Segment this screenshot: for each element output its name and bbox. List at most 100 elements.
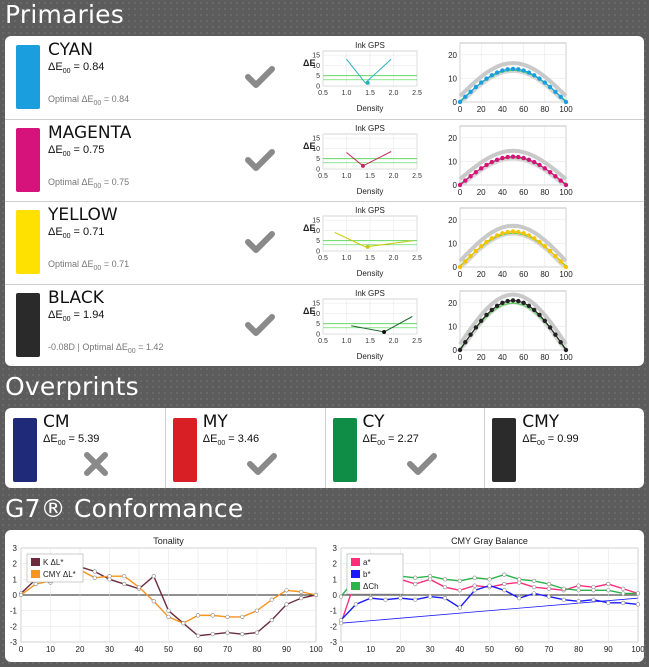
profile-x-tick: 80 <box>540 270 549 279</box>
gps-x-tick: 1.0 <box>342 173 352 180</box>
gps-x-tick: 1.5 <box>365 173 375 180</box>
x-tick: 20 <box>396 645 405 654</box>
series-point <box>561 597 566 602</box>
primary-row-black: BLACK ΔE00 = 1.94 -0.08D | Optimal ΔE00 = … <box>5 283 644 367</box>
gps-y-label: ΔE <box>303 141 315 151</box>
gps-x-label: Density <box>357 269 384 278</box>
ink-name: MAGENTA <box>48 122 132 143</box>
series-point <box>195 633 201 638</box>
x-tick: 40 <box>135 645 144 654</box>
profile-data-point <box>510 153 516 159</box>
series-point <box>442 596 448 601</box>
gps-title: Ink GPS <box>355 124 385 133</box>
checkmark-icon <box>245 148 275 171</box>
profile-x-tick: 40 <box>498 353 507 362</box>
chart-title: CMY Gray Balance <box>451 536 528 546</box>
profile-y-tick: 0 <box>453 346 458 355</box>
profile-data-point <box>479 243 484 249</box>
color-swatch <box>492 418 517 482</box>
profile-data-point <box>563 347 569 352</box>
gps-x-label: Density <box>357 104 384 113</box>
x-tick: 60 <box>194 645 203 654</box>
profile-data-point <box>457 182 463 187</box>
gps-curve <box>334 232 413 248</box>
profile-y-tick: 10 <box>448 322 457 331</box>
gps-x-tick: 1.0 <box>342 90 352 97</box>
primary-row-yellow: YELLOW ΔE00 = 0.71 Optimal ΔE00 = 0.71 Ink … <box>5 201 644 284</box>
profile-y-tick: 0 <box>453 263 458 272</box>
series-point <box>413 597 418 602</box>
gps-title: Ink GPS <box>355 289 385 298</box>
profile-data-point <box>510 229 516 234</box>
profile-data-point <box>505 298 510 303</box>
gps-x-tick: 0.5 <box>318 255 328 262</box>
profile-data-point <box>563 99 569 105</box>
gps-x-tick: 2.5 <box>412 255 422 262</box>
gps-y-tick: 5 <box>316 321 320 328</box>
series-point <box>428 594 433 599</box>
x-tick: 90 <box>604 645 613 654</box>
gps-optimal-point <box>365 244 370 249</box>
optimal-delta-e: -0.08D | Optimal ΔE00 = 1.42 <box>48 341 164 355</box>
gps-x-tick: 1.0 <box>342 255 352 262</box>
gps-y-tick: 5 <box>316 238 320 245</box>
primaries-title: Primaries <box>5 0 124 29</box>
profile-x-tick: 0 <box>458 270 463 279</box>
profile-data-point <box>526 70 532 75</box>
profile-data-point <box>457 347 463 352</box>
profile-spread-band <box>458 61 568 98</box>
gps-optimal-point <box>382 329 387 334</box>
legend-label: a* <box>363 558 371 567</box>
y-tick: -3 <box>10 638 18 647</box>
legend-label: K ΔL* <box>43 558 63 567</box>
profile-x-tick: 20 <box>477 270 486 279</box>
profile-data-point <box>547 169 553 174</box>
gps-x-tick: 2.5 <box>412 173 422 180</box>
profile-data-point <box>500 155 505 160</box>
profile-data-point <box>542 318 547 323</box>
profile-data-point <box>537 162 542 167</box>
optimal-delta-e: Optimal ΔE00 = 0.84 <box>48 94 130 107</box>
color-swatch <box>13 418 37 482</box>
color-swatch <box>16 45 40 109</box>
cell-divider <box>324 408 326 488</box>
checkmark-path <box>245 66 275 88</box>
gps-optimal-point <box>360 163 365 168</box>
profile-data-point <box>516 67 521 72</box>
series-point <box>546 586 552 591</box>
profile-data-point <box>526 233 532 238</box>
gps-y-label: ΔE <box>303 223 315 233</box>
profile-data-point <box>489 73 494 78</box>
series-point <box>210 613 215 618</box>
gps-x-tick: 0.5 <box>318 90 328 97</box>
x-tick: 0 <box>19 645 24 654</box>
profile-data-point <box>494 303 500 308</box>
series-point <box>413 581 418 587</box>
profile-data-point <box>463 259 468 264</box>
x-tick: 30 <box>426 645 435 654</box>
series-point <box>107 574 112 579</box>
profile-data-point <box>468 331 473 337</box>
profile-data-point <box>542 165 547 171</box>
legend-swatch <box>351 582 360 590</box>
profile-x-tick: 100 <box>559 105 573 114</box>
color-swatch <box>172 418 197 482</box>
profile-data-point <box>505 229 510 235</box>
series-point <box>457 578 462 584</box>
y-tick: -3 <box>330 638 338 647</box>
profile-x-tick: 80 <box>540 188 549 197</box>
profile-data-point <box>468 173 473 178</box>
profile-data-point <box>505 154 510 159</box>
profile-x-tick: 40 <box>498 105 507 114</box>
profile-data-point <box>558 94 563 100</box>
series-point <box>546 594 552 599</box>
profile-x-tick: 60 <box>519 105 528 114</box>
cell-divider <box>164 408 166 488</box>
profile-data-point <box>457 264 463 270</box>
profile-data-point <box>516 229 521 235</box>
delta-e-value: ΔE00 = 0.75 <box>48 143 105 158</box>
x-tick: 100 <box>309 645 323 654</box>
gps-x-tick: 2.0 <box>389 255 399 262</box>
profile-data-point <box>494 233 500 238</box>
